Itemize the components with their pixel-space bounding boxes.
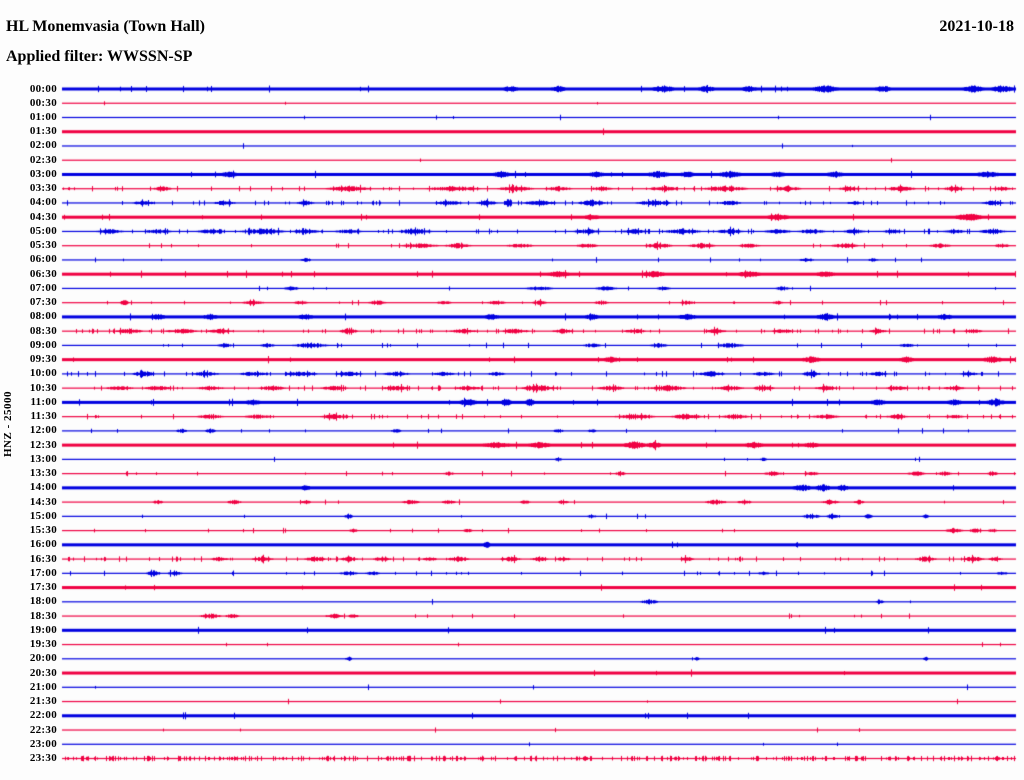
time-label: 18:00 (29, 595, 57, 608)
time-label: 04:00 (29, 196, 57, 209)
time-label: 11:30 (30, 410, 57, 423)
time-label: 03:30 (29, 182, 57, 195)
time-label: 20:00 (29, 652, 57, 665)
time-label: 06:30 (29, 267, 57, 280)
time-label: 19:00 (29, 623, 57, 636)
time-label: 09:30 (29, 353, 57, 366)
time-label: 10:00 (29, 367, 57, 380)
time-label: 07:00 (29, 281, 57, 294)
time-label: 10:30 (29, 381, 57, 394)
time-label: 14:00 (29, 481, 57, 494)
time-label: 14:30 (29, 495, 57, 508)
time-label: 17:30 (29, 581, 57, 594)
time-label: 00:30 (29, 96, 57, 109)
time-label: 00:00 (29, 82, 57, 95)
time-label: 13:00 (29, 452, 57, 465)
time-label: 01:30 (29, 125, 57, 138)
time-label: 22:00 (29, 709, 57, 722)
time-label: 12:30 (29, 438, 57, 451)
time-label: 17:00 (29, 566, 57, 579)
time-label: 18:30 (29, 609, 57, 622)
time-label: 06:00 (29, 253, 57, 266)
time-label: 23:30 (29, 752, 57, 764)
time-label: 20:30 (29, 666, 57, 679)
time-label: 13:30 (29, 467, 57, 480)
time-label: 04:30 (29, 210, 57, 223)
time-label: 01:00 (29, 110, 57, 123)
time-label: 02:00 (29, 139, 57, 152)
time-label: 11:00 (30, 395, 57, 408)
time-label: 19:30 (29, 638, 57, 651)
time-label: 22:30 (29, 723, 57, 736)
time-label: 21:00 (29, 680, 57, 693)
time-label: 02:30 (29, 153, 57, 166)
time-label: 15:00 (29, 509, 57, 522)
time-label: 21:30 (29, 695, 57, 708)
time-label: 03:00 (29, 167, 57, 180)
time-label: 23:00 (29, 737, 57, 750)
time-label: 15:30 (29, 524, 57, 537)
time-label: 05:00 (29, 224, 57, 237)
report-date: 2021-10-18 (939, 18, 1014, 35)
time-label: 16:30 (29, 552, 57, 565)
time-label: 12:00 (29, 424, 57, 437)
time-label: 16:00 (29, 538, 57, 551)
time-label: 08:30 (29, 324, 57, 337)
time-label: 05:30 (29, 239, 57, 252)
applied-filter-label: Applied filter: WWSSN-SP (6, 48, 193, 65)
station-title: HL Monemvasia (Town Hall) (6, 18, 205, 35)
time-label: 09:00 (29, 338, 57, 351)
time-label: 07:30 (29, 296, 57, 309)
time-label: 08:00 (29, 310, 57, 323)
